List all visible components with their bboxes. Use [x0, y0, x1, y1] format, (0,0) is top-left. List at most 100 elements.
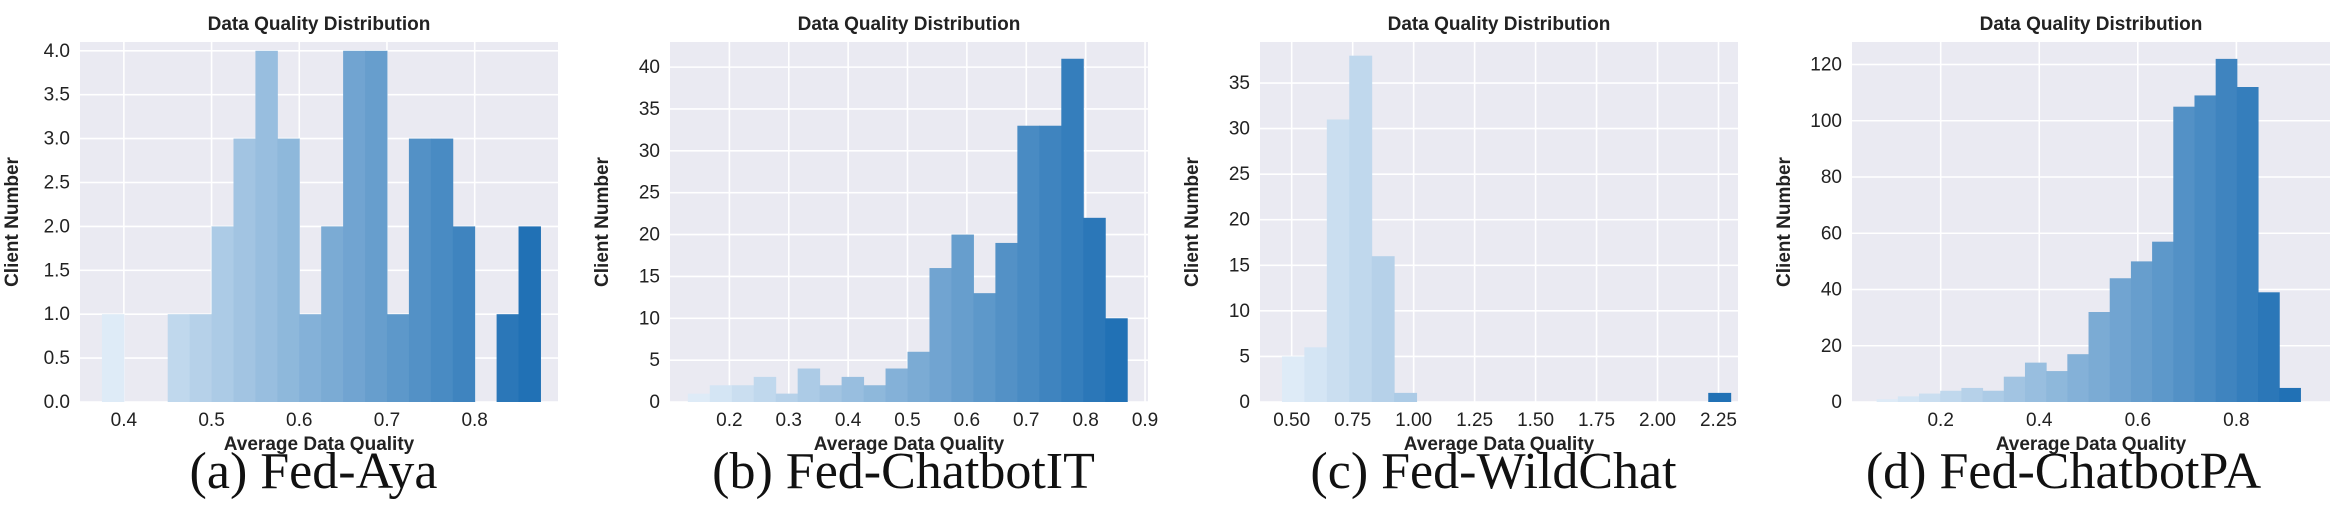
histogram-bar: [452, 226, 476, 402]
x-tick-label: 0.6: [286, 410, 312, 431]
y-tick-label: 80: [1821, 167, 1842, 188]
y-tick-label: 20: [1821, 336, 1842, 357]
x-tick-label: 0.2: [1927, 410, 1953, 431]
y-tick-label: 2.5: [44, 172, 70, 193]
histogram-bar: [2215, 58, 2238, 402]
y-axis-label: Client Number: [592, 156, 613, 286]
histogram-bar: [1105, 318, 1128, 402]
x-axis-label: Average Data Quality: [1404, 434, 1595, 455]
histogram-bar: [496, 314, 520, 402]
y-tick-label: 0: [1239, 392, 1250, 413]
histogram-bar: [167, 314, 191, 402]
y-tick-label: 120: [1810, 55, 1842, 76]
histogram-bar: [907, 351, 930, 402]
histogram-bar: [189, 314, 213, 402]
y-axis-label: Client Number: [2, 156, 23, 286]
histogram-bar: [995, 242, 1018, 402]
chart-title: Data Quality Distribution: [1980, 14, 2203, 35]
y-tick-label: 0.0: [44, 392, 70, 413]
y-tick-label: 20: [1229, 210, 1250, 231]
histogram-bar: [1083, 217, 1106, 402]
y-tick-label: 10: [639, 308, 660, 329]
histogram-bar: [929, 268, 952, 402]
x-tick-label: 0.2: [716, 410, 742, 431]
y-tick-label: 3.0: [44, 129, 70, 150]
histogram-bar: [386, 314, 410, 402]
y-tick-label: 1.5: [44, 260, 70, 281]
histogram-bar: [797, 368, 821, 402]
histogram-bar: [2279, 387, 2301, 402]
histogram-bar: [1982, 390, 2005, 402]
histogram-bar: [2152, 241, 2174, 402]
histogram-bar: [753, 376, 777, 402]
chart-title: Data Quality Distribution: [1388, 14, 1611, 35]
histogram-bar: [1919, 393, 1941, 402]
y-tick-label: 25: [1229, 164, 1250, 185]
histogram-bar: [1304, 347, 1328, 402]
histogram-bar: [1876, 399, 1899, 402]
y-tick-label: 0.5: [44, 348, 70, 369]
histogram-bar: [233, 138, 256, 402]
histogram-bar: [2258, 292, 2280, 402]
y-axis-label: Client Number: [1182, 156, 1203, 286]
x-tick-label: 1.00: [1395, 410, 1432, 431]
caption-d: (d) Fed-ChatbotPA: [1865, 443, 2262, 500]
x-tick-label: 0.50: [1273, 410, 1310, 431]
histogram-bar: [321, 226, 344, 402]
y-tick-label: 15: [1229, 255, 1250, 276]
histogram-bar: [299, 314, 322, 402]
y-tick-label: 20: [639, 225, 660, 246]
x-tick-label: 0.8: [2223, 410, 2249, 431]
histogram-bar: [1897, 396, 1920, 402]
x-tick-label: 0.4: [2026, 410, 2053, 431]
y-tick-label: 15: [639, 266, 660, 287]
x-tick-label: 0.4: [835, 410, 862, 431]
histogram-bar: [2003, 376, 2026, 402]
histogram-bar: [687, 393, 711, 402]
histogram-bar: [408, 138, 432, 402]
caption-c: (c) Fed-WildChat: [1310, 443, 1677, 500]
x-tick-label: 0.7: [374, 410, 400, 431]
y-tick-label: 35: [639, 99, 660, 120]
histogram-bar: [2046, 371, 2068, 402]
histogram-bar: [211, 226, 234, 402]
y-tick-label: 3.5: [44, 85, 70, 106]
x-axis-label: Average Data Quality: [814, 434, 1005, 455]
x-tick-label: 2.00: [1639, 410, 1676, 431]
caption-b: (b) Fed-ChatbotIT: [712, 443, 1095, 500]
x-tick-label: 0.5: [198, 410, 224, 431]
x-tick-label: 0.6: [2125, 410, 2151, 431]
histogram-bar: [518, 226, 541, 402]
x-axis-label: Average Data Quality: [1996, 434, 2187, 455]
x-tick-label: 0.8: [1072, 410, 1098, 431]
histogram-bar: [1281, 356, 1305, 402]
histogram-bar: [1039, 125, 1062, 402]
x-tick-label: 0.7: [1013, 410, 1039, 431]
histogram-bar: [973, 293, 996, 402]
histogram-bar: [2130, 261, 2153, 402]
histogram-bar: [841, 376, 865, 402]
x-tick-label: 2.25: [1700, 410, 1737, 431]
y-tick-label: 35: [1229, 73, 1250, 94]
x-tick-label: 0.4: [111, 410, 138, 431]
histogram-bar: [951, 234, 974, 402]
histogram-bar: [775, 393, 799, 402]
y-axis-label: Client Number: [1774, 156, 1795, 286]
histogram-bar: [430, 138, 454, 402]
x-tick-label: 0.75: [1334, 410, 1371, 431]
histogram-bar: [1708, 392, 1732, 402]
histogram-bar: [2194, 95, 2217, 402]
y-tick-label: 2.0: [44, 216, 70, 237]
histogram-bar: [1371, 256, 1395, 402]
y-tick-label: 40: [639, 57, 660, 78]
chart-title: Data Quality Distribution: [798, 14, 1021, 35]
histogram-bar: [1326, 119, 1350, 402]
histogram-bar: [1349, 55, 1373, 402]
histogram-bar: [885, 368, 909, 402]
y-tick-label: 5: [1239, 346, 1250, 367]
histogram-bar: [1940, 390, 1962, 402]
histogram-bar: [1961, 387, 1984, 402]
y-tick-label: 40: [1821, 280, 1842, 301]
x-tick-label: 0.6: [954, 410, 980, 431]
